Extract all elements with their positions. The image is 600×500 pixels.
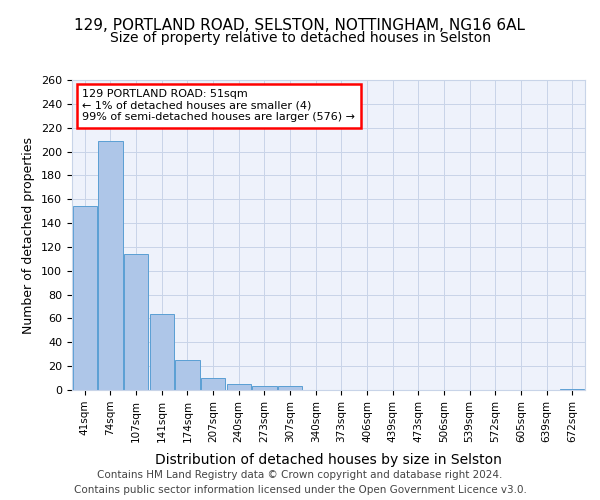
Bar	[124, 254, 148, 390]
Bar	[252, 386, 277, 390]
Y-axis label: Number of detached properties: Number of detached properties	[22, 136, 35, 334]
Text: 129, PORTLAND ROAD, SELSTON, NOTTINGHAM, NG16 6AL: 129, PORTLAND ROAD, SELSTON, NOTTINGHAM,…	[74, 18, 526, 32]
Bar	[201, 378, 225, 390]
Bar	[98, 141, 122, 390]
Text: Contains HM Land Registry data © Crown copyright and database right 2024.
Contai: Contains HM Land Registry data © Crown c…	[74, 470, 526, 495]
Text: Size of property relative to detached houses in Selston: Size of property relative to detached ho…	[110, 31, 491, 45]
Bar	[278, 386, 302, 390]
Bar	[560, 389, 584, 390]
Bar	[149, 314, 174, 390]
Bar	[227, 384, 251, 390]
X-axis label: Distribution of detached houses by size in Selston: Distribution of detached houses by size …	[155, 453, 502, 467]
Bar	[175, 360, 200, 390]
Bar	[73, 206, 97, 390]
Text: 129 PORTLAND ROAD: 51sqm
← 1% of detached houses are smaller (4)
99% of semi-det: 129 PORTLAND ROAD: 51sqm ← 1% of detache…	[82, 90, 355, 122]
